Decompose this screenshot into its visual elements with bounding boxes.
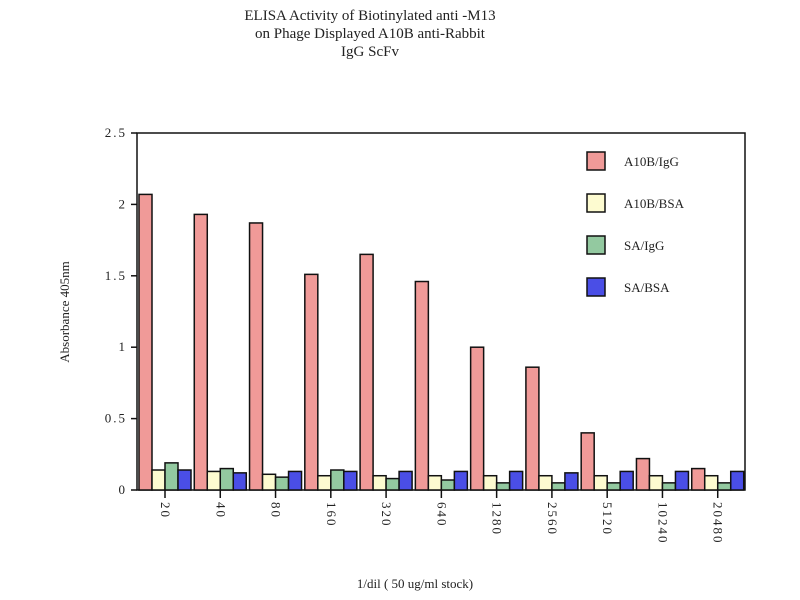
legend-swatch xyxy=(586,277,606,297)
x-tick-label: 80 xyxy=(269,502,284,519)
bar-sa-bsa xyxy=(564,472,579,491)
x-tick-label: 20480 xyxy=(711,502,726,545)
x-axis: 20 40 80 160 320 640 1280 2560 5120 10240 20480 xyxy=(158,490,726,545)
legend-swatch xyxy=(586,235,606,255)
bar-a10b-igg xyxy=(138,193,153,491)
bar-a10b-bsa xyxy=(372,474,387,491)
bar-a10b-bsa xyxy=(206,470,222,491)
x-tick-label: 1280 xyxy=(490,502,505,536)
x-tick-label: 20 xyxy=(158,502,173,519)
y-axis: 0 0.5 1 1.5 2 2.5 xyxy=(105,125,137,497)
x-tick-label: 40 xyxy=(213,502,228,519)
y-tick-label: 2.5 xyxy=(105,125,127,140)
x-tick-label: 640 xyxy=(434,502,449,528)
y-tick-label: 0.5 xyxy=(105,411,127,426)
bar-sa-igg xyxy=(440,479,456,491)
y-tick-label: 1 xyxy=(119,339,128,354)
legend: A10B/IgG A10B/BSA SA/IgG SA/BSA xyxy=(586,151,685,297)
bar-a10b-igg xyxy=(469,346,485,491)
bar-a10b-bsa xyxy=(703,474,719,491)
chart-title-line: ELISA Activity of Biotinylated anti -M13 xyxy=(244,8,495,24)
chart-title-line: on Phage Displayed A10B anti-Rabbit xyxy=(255,26,486,42)
chart-title: ELISA Activity of Biotinylated anti -M13… xyxy=(244,8,495,60)
bar-sa-igg xyxy=(661,482,677,491)
x-tick-label: 10240 xyxy=(655,502,670,545)
legend-swatch xyxy=(586,193,606,213)
x-tick-label: 2560 xyxy=(545,502,560,536)
y-axis-label: Absorbance 405nm xyxy=(57,261,72,362)
bar-a10b-bsa xyxy=(593,474,608,491)
bar-sa-bsa xyxy=(343,470,358,491)
bar-sa-bsa xyxy=(729,470,745,491)
bar-sa-igg xyxy=(495,482,511,491)
bar-sa-igg xyxy=(274,476,290,491)
bar-a10b-igg xyxy=(304,273,319,491)
bar-a10b-igg xyxy=(525,366,540,491)
bar-sa-igg xyxy=(716,482,732,491)
bar-sa-bsa xyxy=(177,469,192,491)
bar-sa-bsa xyxy=(619,470,634,491)
bar-sa-igg xyxy=(164,462,179,491)
bar-sa-bsa xyxy=(398,470,413,491)
bar-sa-igg xyxy=(385,477,400,491)
legend-label: A10B/IgG xyxy=(624,154,679,169)
bar-a10b-bsa xyxy=(261,473,277,491)
bar-a10b-igg xyxy=(635,457,651,491)
bar-a10b-igg xyxy=(248,222,264,491)
plot-frame xyxy=(136,132,746,491)
bar-a10b-bsa xyxy=(648,474,664,491)
bar-sa-igg xyxy=(606,482,621,491)
bar-a10b-igg xyxy=(580,432,595,491)
bar-a10b-bsa xyxy=(538,474,553,491)
bar-a10b-igg xyxy=(414,280,430,491)
x-tick-label: 320 xyxy=(379,502,394,528)
bar-sa-bsa xyxy=(674,470,690,491)
legend-swatch xyxy=(586,151,606,171)
x-axis-label: 1/dil ( 50 ug/ml stock) xyxy=(357,576,473,591)
bars xyxy=(138,193,745,491)
legend-label: SA/BSA xyxy=(624,280,670,295)
bar-sa-igg xyxy=(330,469,345,491)
bar-a10b-bsa xyxy=(427,474,443,491)
bar-a10b-bsa xyxy=(482,474,498,491)
legend-label: SA/IgG xyxy=(624,238,664,253)
x-tick-label: 5120 xyxy=(600,502,615,536)
bar-sa-igg xyxy=(551,482,566,491)
y-tick-label: 1.5 xyxy=(105,268,127,283)
x-tick-label: 160 xyxy=(324,502,339,528)
legend-label: A10B/BSA xyxy=(624,196,685,211)
y-tick-label: 0 xyxy=(119,482,128,497)
chart-title-line: IgG ScFv xyxy=(341,44,399,60)
bar-a10b-igg xyxy=(690,467,706,491)
bar-a10b-bsa xyxy=(151,469,166,491)
bar-a10b-igg xyxy=(359,253,374,491)
bar-sa-bsa xyxy=(232,472,248,491)
y-tick-label: 2 xyxy=(119,196,128,211)
bar-sa-igg xyxy=(219,467,235,491)
bar-sa-bsa xyxy=(287,470,303,491)
bar-sa-bsa xyxy=(508,470,524,491)
bar-a10b-igg xyxy=(193,213,209,491)
bar-a10b-bsa xyxy=(317,474,332,491)
bar-sa-bsa xyxy=(453,470,469,491)
